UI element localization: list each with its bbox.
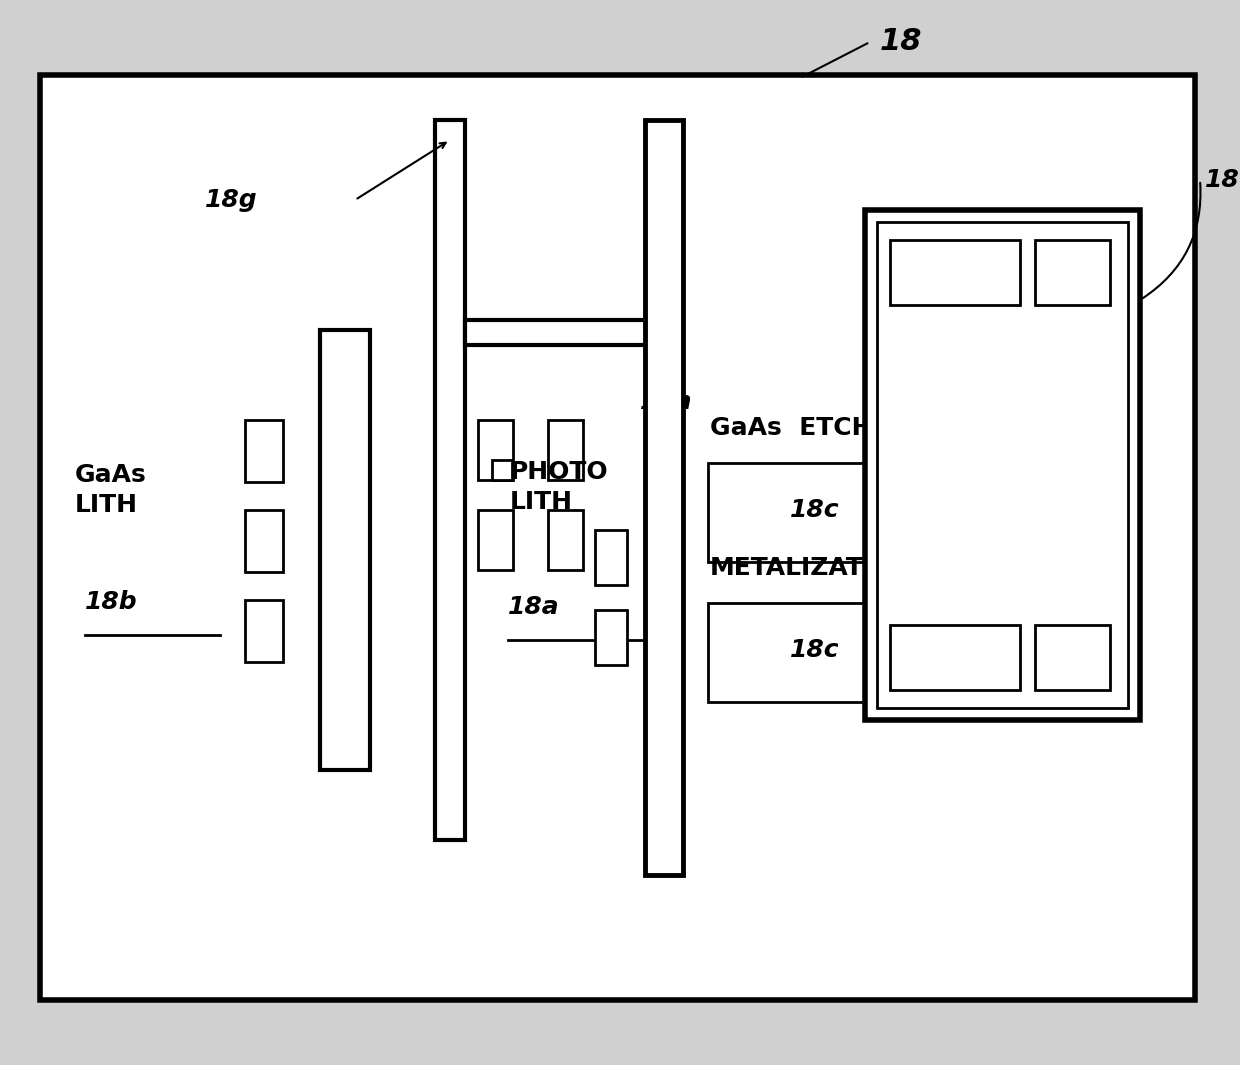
Text: 18b: 18b <box>86 590 138 615</box>
Bar <box>477 420 513 480</box>
Bar <box>645 120 683 875</box>
Bar <box>435 120 465 840</box>
Text: 18e: 18e <box>973 535 1030 563</box>
Text: PHOTO
LITH: PHOTO LITH <box>510 460 609 513</box>
Bar <box>890 625 1021 690</box>
Text: ION
IMPLANT: ION IMPLANT <box>932 404 1071 466</box>
Bar <box>1035 240 1110 305</box>
FancyBboxPatch shape <box>708 603 923 702</box>
Text: 18c: 18c <box>790 638 839 662</box>
Text: GaAs
LITH: GaAs LITH <box>74 463 146 517</box>
Bar <box>320 330 370 770</box>
Text: GaAs  ETCH: GaAs ETCH <box>711 416 873 440</box>
Bar <box>465 320 660 345</box>
Bar <box>548 510 583 570</box>
Bar <box>246 600 283 662</box>
FancyBboxPatch shape <box>708 463 923 562</box>
Text: 18f: 18f <box>1205 168 1240 192</box>
Bar <box>866 210 1140 720</box>
Bar <box>1035 625 1110 690</box>
Bar <box>246 510 283 572</box>
Bar <box>246 420 283 482</box>
Text: METALIZATION: METALIZATION <box>711 556 915 580</box>
Text: 18a: 18a <box>508 595 559 619</box>
Bar <box>595 610 627 665</box>
Bar <box>492 460 512 480</box>
Bar <box>477 510 513 570</box>
Text: 18: 18 <box>880 28 923 56</box>
Text: 18h: 18h <box>640 390 692 414</box>
Bar <box>548 420 583 480</box>
Bar <box>890 240 1021 305</box>
Bar <box>40 75 1195 1000</box>
Text: 18c: 18c <box>790 498 839 522</box>
Bar <box>877 222 1128 708</box>
Text: 18g: 18g <box>205 189 258 212</box>
Bar <box>595 530 627 585</box>
